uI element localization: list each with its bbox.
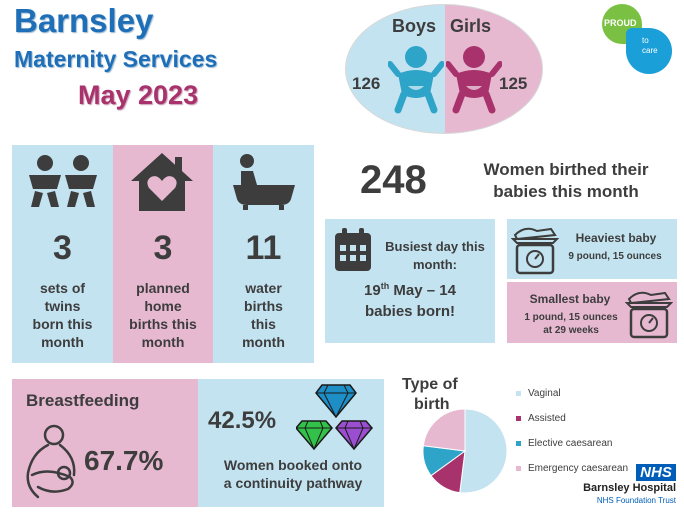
gender-oval <box>345 4 543 134</box>
baby-scale-icon <box>511 227 559 275</box>
breastfeeding-value: 67.7% <box>84 445 164 476</box>
breastfeeding-title: Breastfeeding <box>26 391 140 410</box>
breastfeeding-icon <box>26 424 76 499</box>
busiest-day: 19th May – 14 <box>364 281 456 299</box>
home-label-4: month <box>141 334 185 350</box>
twins-label-3: born this <box>32 316 93 332</box>
women-text-2: babies this month <box>493 182 639 201</box>
baby-girl-icon <box>446 46 502 114</box>
twins-value: 3 <box>53 229 72 267</box>
water-births-panel: 11 water births this month <box>213 145 314 363</box>
nhs-logo: NHS <box>636 464 676 481</box>
legend-item: Vaginal <box>516 388 636 399</box>
twins-panel: 3 sets of twins born this month <box>12 145 113 363</box>
home-births-value: 3 <box>153 229 173 267</box>
nhs-hospital-name: Barnsley Hospital <box>583 482 676 494</box>
page-title: Barnsley <box>14 2 154 39</box>
women-count: 248 <box>360 158 427 202</box>
girls-label: Girls <box>450 16 492 36</box>
birth-type-legend: Vaginal Assisted Elective caesarean Emergen… <box>516 388 636 488</box>
legend-swatch <box>516 441 521 446</box>
smallest-line-2: at 29 weeks <box>543 325 599 336</box>
water-label-4: month <box>242 334 285 350</box>
busiest-line-2: babies born! <box>364 303 455 320</box>
proud-to-care-logo: PROUD to care <box>602 4 674 76</box>
legend-item: Elective caesarean <box>516 438 636 449</box>
continuity-panel: 42.5% Women booked onto a continuity pat… <box>198 379 384 507</box>
legend-label: Vaginal <box>528 388 561 399</box>
legend-swatch <box>516 416 521 421</box>
heaviest-title: Heaviest baby <box>575 231 657 245</box>
twins-icon <box>29 155 97 207</box>
baby-boy-icon <box>388 46 444 114</box>
page-subtitle: Maternity Services <box>14 46 218 72</box>
heaviest-weight: 9 pound, 15 ounces <box>568 251 662 262</box>
boys-count: 126 <box>352 74 381 93</box>
women-text-1: Women birthed their <box>483 160 649 179</box>
legend-item: Emergency caesarean <box>516 463 636 474</box>
water-label-3: this <box>251 316 276 332</box>
boys-label: Boys <box>392 16 437 36</box>
breastfeeding-panel: Breastfeeding 67.7% <box>12 379 198 507</box>
busiest-label-1: Busiest day this <box>385 239 485 254</box>
baby-scale-icon <box>625 291 673 339</box>
smallest-baby-panel: Smallest baby 1 pound, 15 ounces at 29 w… <box>507 282 677 343</box>
legend-item: Assisted <box>516 413 636 424</box>
legend-swatch <box>516 391 521 396</box>
pie-slice-vaginal <box>459 408 508 494</box>
legend-label: Elective caesarean <box>528 438 613 449</box>
water-label-1: water <box>245 280 282 296</box>
continuity-value: 42.5% <box>208 407 277 434</box>
twins-label-2: twins <box>44 298 81 314</box>
pie-slice-emergency-caesarean <box>422 408 466 452</box>
bath-icon <box>233 154 295 210</box>
home-label-1: planned <box>136 280 190 296</box>
calendar-icon <box>335 228 371 271</box>
birth-type-title-1: Type of <box>402 376 458 393</box>
diamonds-icon <box>296 384 373 451</box>
smallest-line-1: 1 pound, 15 ounces <box>524 312 618 323</box>
house-heart-icon <box>131 153 193 211</box>
home-births-panel: 3 planned home births this month <box>113 145 213 363</box>
legend-swatch <box>516 466 521 471</box>
birth-type-pie-chart <box>422 408 508 494</box>
home-label-2: home <box>144 298 182 314</box>
girls-count: 125 <box>499 74 528 93</box>
page-date: May 2023 <box>78 80 199 110</box>
legend-label: Assisted <box>528 413 566 424</box>
home-label-3: births this <box>129 316 197 332</box>
water-label-2: births <box>244 298 283 314</box>
continuity-line-2: a continuity pathway <box>223 475 363 491</box>
birth-type-title-2: birth <box>414 396 450 413</box>
smallest-title: Smallest baby <box>529 292 611 306</box>
water-births-value: 11 <box>245 229 282 267</box>
busiest-day-panel: Busiest day this month: 19th May – 14 ba… <box>325 219 495 343</box>
heaviest-baby-panel: Heaviest baby 9 pound, 15 ounces <box>507 219 677 279</box>
twins-label-4: month <box>41 334 84 350</box>
busiest-label-2: month: <box>412 257 458 272</box>
twins-label-1: sets of <box>39 280 86 296</box>
nhs-trust-name: NHS Foundation Trust <box>596 496 676 505</box>
legend-label: Emergency caesarean <box>528 463 629 474</box>
continuity-line-1: Women booked onto <box>223 457 363 473</box>
